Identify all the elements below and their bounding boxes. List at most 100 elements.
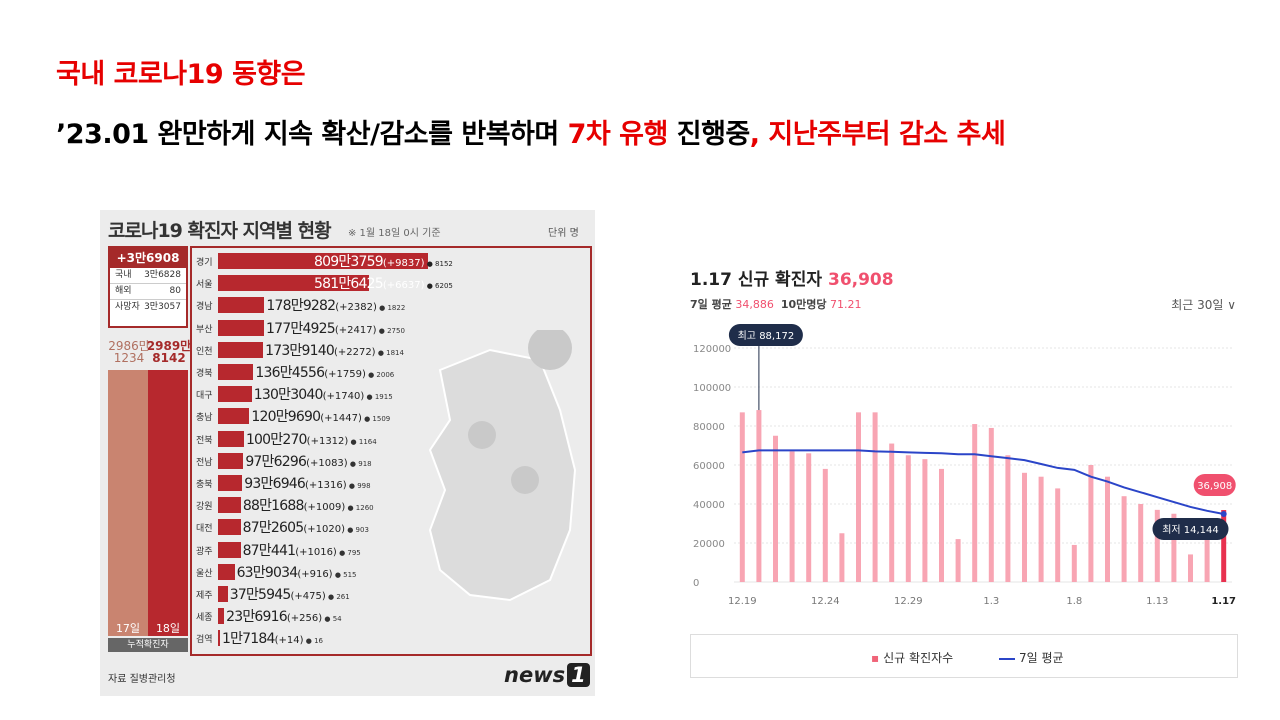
y-tick-label: 20000 bbox=[693, 539, 725, 550]
bar bbox=[789, 451, 795, 582]
region-increase: (+256) bbox=[286, 613, 323, 625]
region-total: 87만441 bbox=[242, 542, 296, 559]
legend-label-avg: 7일 평균 bbox=[1019, 651, 1064, 665]
per100k-label: 10만명당 bbox=[780, 298, 827, 311]
region-value: 37만5945(+475) ● 261 bbox=[230, 584, 350, 604]
region-total: 93만6946 bbox=[244, 476, 306, 492]
region-name: 제주 bbox=[196, 591, 213, 601]
region-bar bbox=[218, 475, 243, 491]
last-annotation-box bbox=[1193, 474, 1236, 496]
bar bbox=[1171, 513, 1177, 582]
chart-title-value: 36,908 bbox=[827, 270, 894, 290]
korea-map-illustration bbox=[428, 330, 577, 602]
region-increase: (+1009) bbox=[303, 502, 346, 514]
x-tick-label: 1.17 bbox=[1211, 596, 1236, 607]
legend-label-new-cases: 신규 확진자수 bbox=[883, 651, 954, 665]
bar bbox=[955, 539, 961, 582]
region-bar bbox=[218, 452, 244, 469]
x-tick-label: 12.29 bbox=[894, 596, 923, 607]
min-annotation-box bbox=[1152, 518, 1229, 540]
region-bar bbox=[218, 608, 225, 625]
bar bbox=[1138, 504, 1144, 582]
region-total: 100만270 bbox=[245, 431, 308, 448]
region-deaths: ● 16 bbox=[303, 637, 323, 646]
region-total: 63만9034 bbox=[236, 564, 299, 581]
region-total: 1만7184 bbox=[222, 631, 275, 648]
region-increase: (+9837) bbox=[382, 258, 425, 269]
region-value: 136만4556(+1759) ● 2006 bbox=[255, 362, 394, 382]
news1-logo-number: 1 bbox=[567, 663, 590, 687]
deaths-value: 3만3057 bbox=[144, 302, 181, 312]
region-total: 581만6425 bbox=[314, 276, 384, 293]
bar bbox=[1022, 472, 1027, 582]
overseas-row: 해외 80 bbox=[110, 284, 186, 300]
region-deaths: ● 795 bbox=[336, 548, 361, 557]
avg-line bbox=[742, 449, 1224, 515]
cumulative-bar-18 bbox=[148, 370, 188, 636]
max-annotation-box bbox=[728, 324, 803, 346]
region-name: 전북 bbox=[196, 435, 213, 446]
domestic-value: 3만6828 bbox=[144, 270, 181, 280]
heading-line-2-d: , 지난주부터 감소 추세 bbox=[749, 119, 1006, 150]
region-bar bbox=[218, 630, 220, 647]
region-total: 87만2605 bbox=[242, 520, 305, 537]
region-bar bbox=[218, 319, 265, 336]
region-bar bbox=[218, 341, 264, 358]
region-value: 97만6296(+1083) ● 918 bbox=[245, 451, 371, 471]
range-dropdown[interactable]: 최근 30일 ∨ bbox=[1171, 298, 1236, 312]
region-row: 울산 63만9034(+916) ● 515 bbox=[192, 563, 588, 581]
region-name: 인천 bbox=[196, 346, 213, 357]
region-deaths: ● 261 bbox=[325, 593, 350, 601]
avg-value: 34,886 bbox=[735, 298, 774, 311]
region-deaths: ● 2750 bbox=[376, 326, 405, 335]
region-value: 130만3040(+1740) ● 1915 bbox=[254, 384, 393, 404]
region-increase: (+475) bbox=[290, 591, 326, 602]
bar bbox=[972, 424, 978, 582]
bar bbox=[939, 468, 944, 582]
avg-label: 7일 평균 bbox=[690, 298, 732, 311]
region-deaths: ● 998 bbox=[346, 482, 371, 490]
legend-item-avg: 7일 평균 bbox=[999, 649, 1064, 666]
region-total: 136만4556 bbox=[255, 365, 325, 381]
legend-item-new-cases: ▪ 신규 확진자수 bbox=[871, 649, 953, 666]
region-increase: (+1740) bbox=[322, 391, 365, 403]
region-deaths: ● 1164 bbox=[348, 437, 377, 446]
domestic-row: 국내 3만6828 bbox=[110, 268, 186, 284]
region-bar bbox=[218, 364, 254, 380]
region-name: 대구 bbox=[196, 391, 213, 402]
region-row: 경기 809만3759(+9837) ● 8152 bbox=[192, 252, 588, 270]
region-name: 서울 bbox=[196, 280, 213, 291]
x-tick-label: 1.8 bbox=[1066, 596, 1082, 607]
bar bbox=[822, 468, 828, 582]
infographic-source: 자료 질병관리청 bbox=[108, 674, 176, 685]
region-row: 강원 88만1688(+1009) ● 1260 bbox=[192, 496, 588, 514]
avg-point bbox=[1220, 510, 1227, 517]
region-name: 울산 bbox=[196, 568, 213, 579]
chart-subtitle: 7일 평균 34,886 10만명당 71.21 bbox=[690, 296, 862, 312]
cumulative-17-value: 2986만 1234 bbox=[108, 339, 150, 365]
news1-logo-text: news bbox=[504, 663, 566, 687]
bar bbox=[1071, 544, 1077, 582]
region-increase: (+1447) bbox=[320, 413, 362, 425]
region-deaths: ● 903 bbox=[345, 526, 369, 535]
x-tick-label: 12.24 bbox=[811, 596, 840, 607]
region-value: 809만3759(+9837) ● 8152 bbox=[314, 251, 453, 271]
cumulative-day-18: 18일 bbox=[155, 622, 181, 635]
region-bar bbox=[218, 408, 250, 425]
region-increase: (+1016) bbox=[295, 546, 337, 558]
region-value: 120만9690(+1447) ● 1509 bbox=[251, 406, 390, 426]
region-value: 173만9140(+2272) ● 1814 bbox=[265, 340, 404, 360]
region-deaths: ● 1822 bbox=[376, 304, 406, 313]
region-value: 63만9034(+916) ● 515 bbox=[237, 562, 357, 582]
region-value: 87만2605(+1020) ● 903 bbox=[243, 517, 369, 537]
region-name: 경기 bbox=[196, 258, 213, 268]
region-row: 대구 130만3040(+1740) ● 1915 bbox=[192, 385, 588, 403]
last-annotation-label: 36,908 bbox=[1197, 481, 1232, 492]
region-value: 178만9282(+2382) ● 1822 bbox=[266, 295, 405, 315]
region-increase: (+2272) bbox=[333, 346, 376, 358]
bar bbox=[773, 435, 778, 582]
heading-line-2-a: ’23.01 완만하게 지속 확산/감소를 반복하며 bbox=[56, 119, 568, 150]
region-value: 581만6425(+6637) ● 6205 bbox=[314, 273, 453, 293]
chart-plot: 0 20000 40000 60000 80000 100000 120000 12.19 12… bbox=[693, 324, 1236, 607]
region-name: 전남 bbox=[196, 457, 213, 468]
